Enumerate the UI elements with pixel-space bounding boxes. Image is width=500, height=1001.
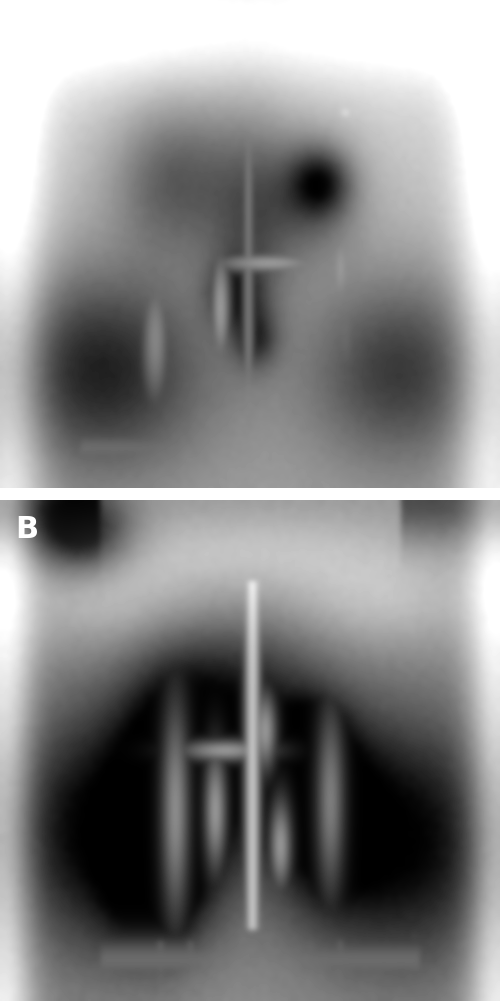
Text: B: B: [15, 516, 38, 544]
Text: A: A: [15, 13, 38, 42]
